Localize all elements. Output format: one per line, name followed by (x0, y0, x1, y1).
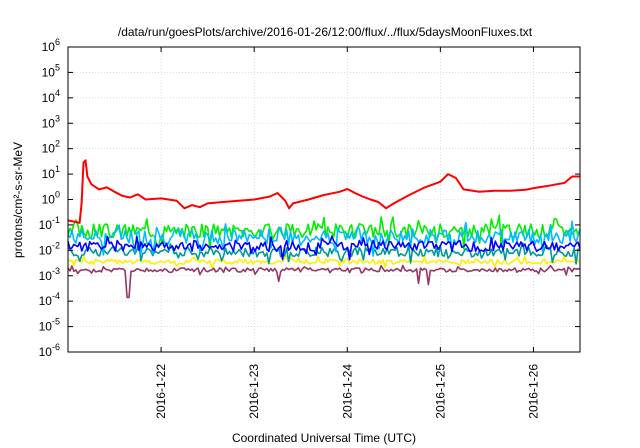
ticks (68, 46, 580, 353)
x-tick-labels: 2016-1-22 2016-1-23 2016-1-24 2016-1-25 2016… (154, 364, 540, 419)
x-tick-label: 2016-1-23 (247, 364, 261, 419)
series-layer (67, 159, 581, 299)
y-tick-label: 102 (42, 139, 60, 156)
series-line-3 (67, 235, 581, 261)
y-tick-label: 106 (42, 37, 60, 54)
y-tick-label: 10-2 (39, 240, 60, 257)
y-tick-label: 10-4 (39, 291, 60, 308)
x-tick-label: 2016-1-26 (526, 364, 540, 419)
y-tick-label: 10-1 (39, 215, 60, 232)
y-tick-label: 100 (42, 190, 60, 207)
x-tick-label: 2016-1-25 (433, 364, 447, 419)
series-line-5 (67, 255, 581, 269)
x-axis-label: Coordinated Universal Time (UTC) (232, 431, 416, 445)
chart-title: /data/run/goesPlots/archive/2016-01-26/1… (118, 25, 533, 39)
series-line-6 (67, 264, 581, 299)
y-tick-label: 105 (42, 62, 60, 79)
y-tick-label: 101 (42, 164, 60, 181)
y-axis-label: protons/cm²-s-sr-MeV (11, 142, 25, 258)
y-tick-label: 10-6 (39, 342, 60, 359)
y-tick-label: 10-3 (39, 266, 60, 283)
y-tick-label: 104 (42, 88, 60, 105)
y-tick-label: 10-5 (39, 317, 60, 334)
x-tick-label: 2016-1-22 (154, 364, 168, 419)
y-tick-labels: 10-6 10-5 10-4 10-3 10-2 10-1 100 101 102 103 104 1… (39, 37, 60, 359)
x-tick-label: 2016-1-24 (340, 364, 354, 419)
y-tick-label: 103 (42, 113, 60, 130)
series-line-1 (67, 214, 581, 250)
series-line-0 (67, 159, 580, 224)
